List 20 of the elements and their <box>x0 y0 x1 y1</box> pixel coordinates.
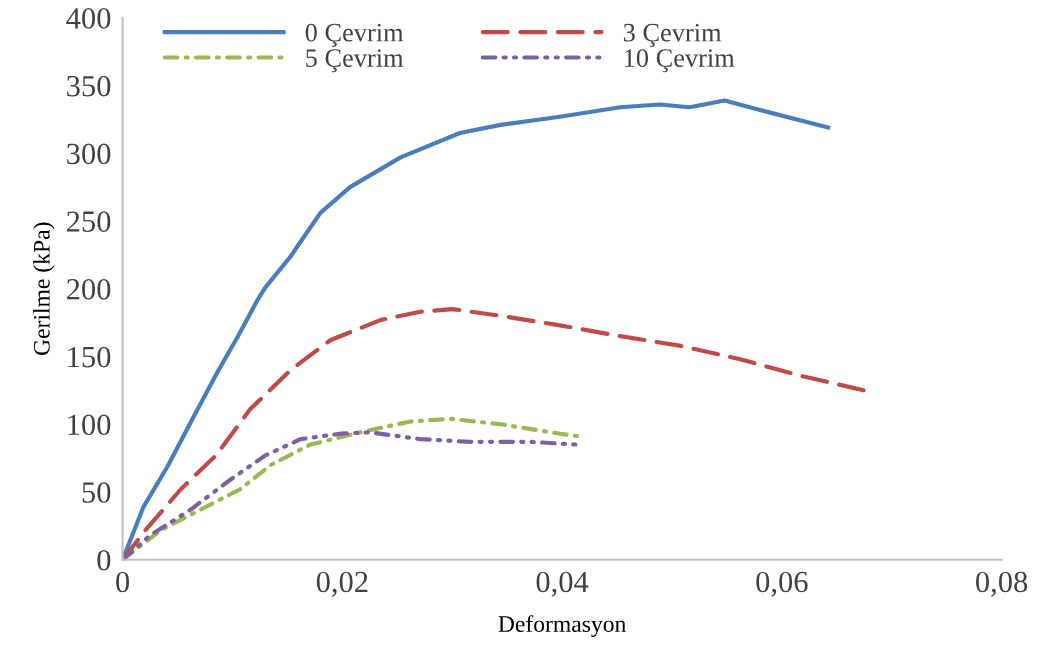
y-tick-label: 150 <box>68 346 111 368</box>
legend-label: 5 Çevrim <box>306 49 404 73</box>
legend-label: 3 Çevrim <box>623 23 722 47</box>
y-tick-label: 300 <box>67 143 111 165</box>
y-tick-label: 350 <box>67 75 111 97</box>
x-tick-label: 0,06 <box>756 571 808 597</box>
x-tick-label: 0 <box>116 571 130 593</box>
y-tick-label: 50 <box>82 482 111 503</box>
y-tick-label: 200 <box>67 279 111 300</box>
x-tick-label: 0,08 <box>976 571 1028 597</box>
y-tick-label: 250 <box>67 211 111 232</box>
y-tick-label: 400 <box>66 8 111 29</box>
x-axis-title: Deformasyon <box>498 615 626 637</box>
y-axis-title: Gerilme (kPa) <box>33 222 55 355</box>
y-tick-label: 100 <box>68 414 111 436</box>
legend-label: 10 Çevrim <box>624 49 735 73</box>
x-tick-label: 0,02 <box>316 571 368 597</box>
x-tick-label: 0,04 <box>536 571 589 597</box>
legend-label: 0 Çevrim <box>305 23 404 47</box>
y-tick-label: 0 <box>97 549 111 571</box>
